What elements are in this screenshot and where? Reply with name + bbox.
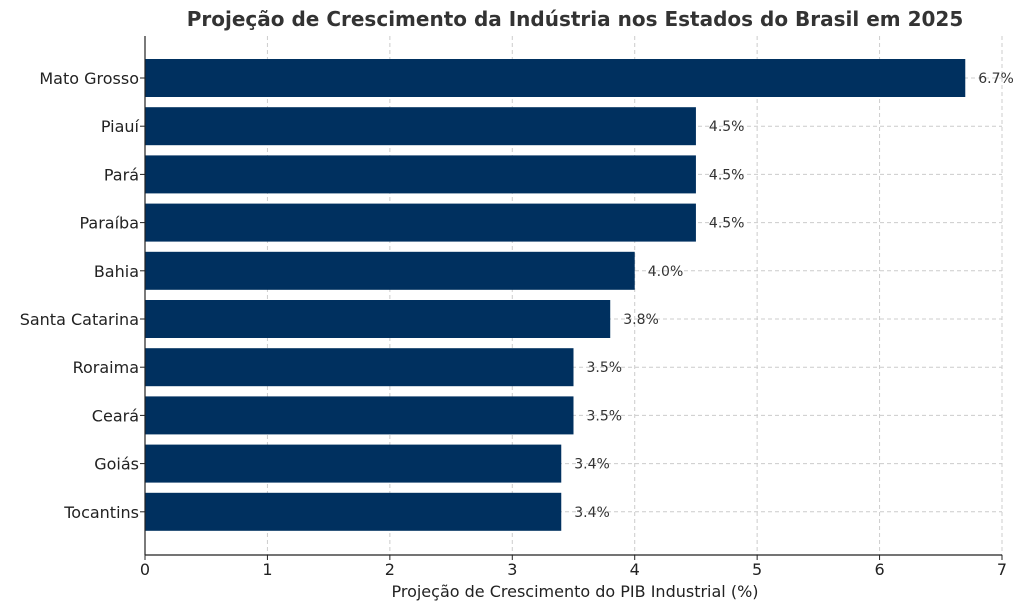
x-tick-label: 4 xyxy=(630,560,640,579)
bar xyxy=(145,155,696,194)
x-tick-label: 6 xyxy=(874,560,884,579)
bar xyxy=(145,107,696,146)
chart-title: Projeção de Crescimento da Indústria nos… xyxy=(187,7,963,31)
bar xyxy=(145,251,635,290)
value-label: 4.5% xyxy=(709,216,745,232)
value-label: 3.5% xyxy=(587,360,623,376)
category-label: Piauí xyxy=(101,117,140,136)
x-tick-label: 2 xyxy=(385,560,395,579)
x-axis-title: Projeção de Crescimento do PIB Industria… xyxy=(391,582,758,601)
bar xyxy=(145,492,562,531)
category-label: Roraima xyxy=(73,358,139,377)
value-label: 6.7% xyxy=(978,71,1014,87)
value-labels: 6.7% 4.5% 4.5% 4.5% 4.0% 3.8% 3.5% 3.5% 3.4% 3.4% xyxy=(574,71,1014,521)
category-labels: Mato Grosso Piauí Pará Paraíba Bahia Santa Ca… xyxy=(20,69,140,522)
value-label: 3.4% xyxy=(574,505,610,521)
bar xyxy=(145,444,562,483)
value-label: 4.5% xyxy=(709,167,745,183)
bar xyxy=(145,203,696,242)
category-label: Goiás xyxy=(94,455,139,474)
x-tick-label: 1 xyxy=(262,560,272,579)
value-label: 3.5% xyxy=(587,408,623,424)
category-label: Tocantins xyxy=(63,503,139,522)
category-label: Ceará xyxy=(92,406,139,425)
value-label: 3.4% xyxy=(574,457,610,473)
category-label: Paraíba xyxy=(79,214,139,233)
x-tick-label: 7 xyxy=(997,560,1007,579)
value-label: 3.8% xyxy=(623,312,659,328)
category-label: Bahia xyxy=(94,262,139,281)
bar xyxy=(145,300,611,338)
category-label: Santa Catarina xyxy=(20,310,139,329)
x-tick-label: 0 xyxy=(140,560,150,579)
value-label: 4.0% xyxy=(648,264,684,280)
x-tick-label: 5 xyxy=(752,560,762,579)
axes xyxy=(140,36,1003,560)
value-label: 4.5% xyxy=(709,119,745,135)
bar xyxy=(145,59,966,97)
bars xyxy=(145,59,966,531)
category-label: Mato Grosso xyxy=(39,69,139,88)
bar xyxy=(145,396,574,435)
x-tick-labels: 0 1 2 3 4 5 6 7 xyxy=(140,560,1007,579)
x-tick-label: 3 xyxy=(507,560,517,579)
category-label: Pará xyxy=(104,165,139,184)
bar xyxy=(145,348,574,387)
